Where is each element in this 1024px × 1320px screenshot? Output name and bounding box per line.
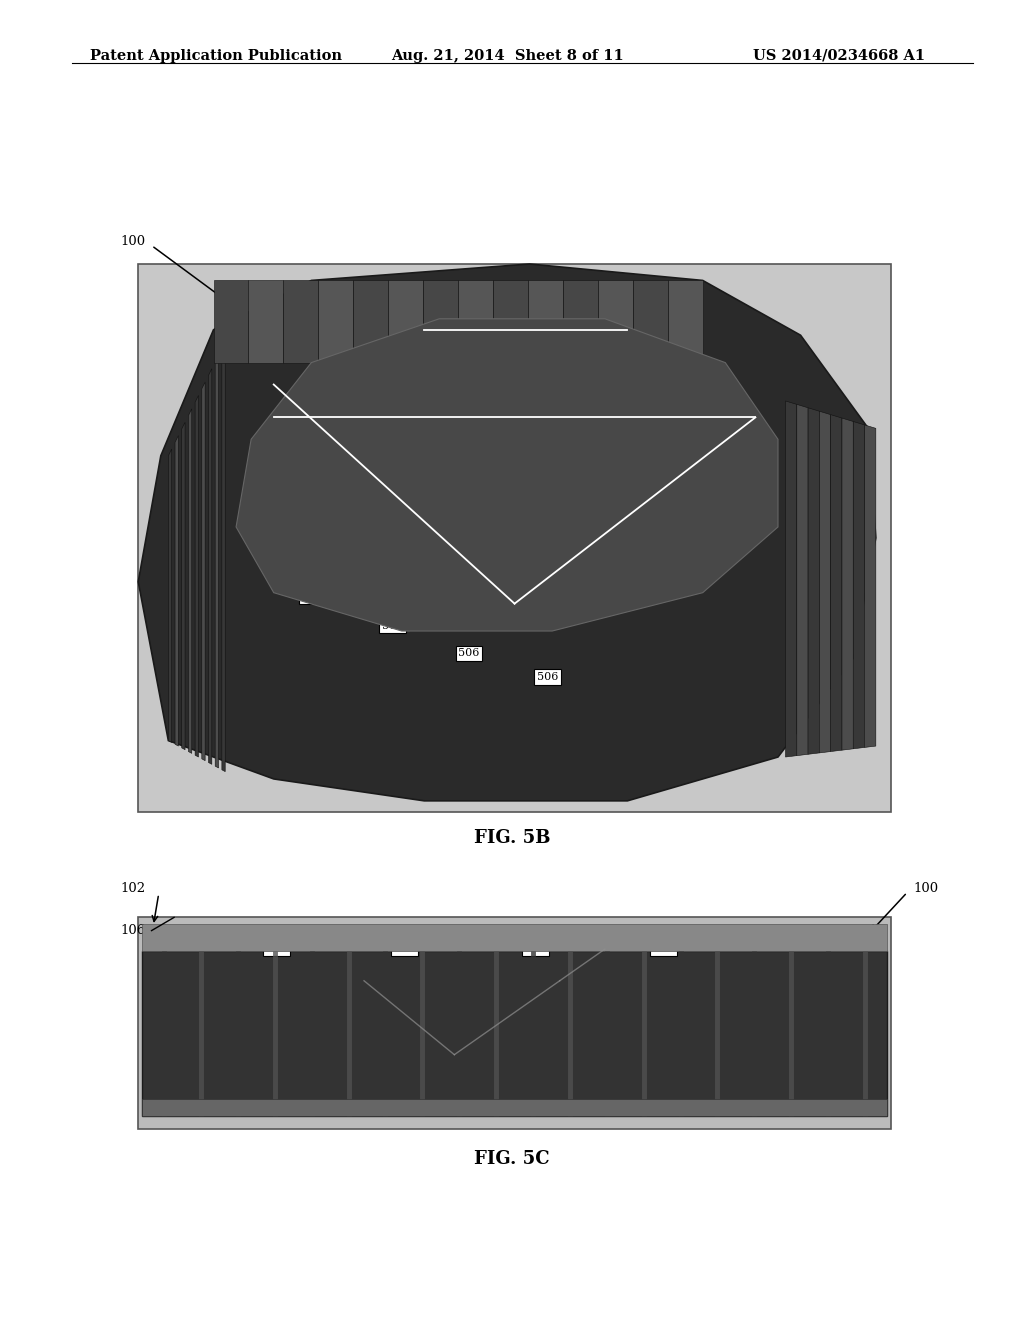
Polygon shape xyxy=(284,280,318,363)
Polygon shape xyxy=(458,280,494,363)
Text: FIG. 5C: FIG. 5C xyxy=(474,1150,550,1168)
Polygon shape xyxy=(222,342,225,772)
Polygon shape xyxy=(668,280,702,363)
Polygon shape xyxy=(188,409,191,754)
Polygon shape xyxy=(202,381,205,760)
Text: 506: 506 xyxy=(394,942,415,953)
Polygon shape xyxy=(423,280,458,363)
Text: 100: 100 xyxy=(913,882,939,895)
Text: 506: 506 xyxy=(459,648,479,659)
Polygon shape xyxy=(214,280,249,363)
Polygon shape xyxy=(175,436,178,746)
Text: 506: 506 xyxy=(266,942,287,953)
Polygon shape xyxy=(196,396,199,758)
Polygon shape xyxy=(842,418,853,750)
Polygon shape xyxy=(181,422,185,750)
Text: 106: 106 xyxy=(121,924,146,937)
Text: Aug. 21, 2014  Sheet 8 of 11: Aug. 21, 2014 Sheet 8 of 11 xyxy=(391,49,624,63)
Bar xyxy=(138,264,891,812)
Polygon shape xyxy=(249,280,284,363)
Polygon shape xyxy=(528,280,563,363)
Polygon shape xyxy=(819,412,830,752)
Polygon shape xyxy=(168,449,172,742)
Text: 506: 506 xyxy=(302,591,323,602)
Polygon shape xyxy=(388,280,423,363)
Polygon shape xyxy=(353,280,388,363)
Polygon shape xyxy=(864,425,876,747)
Text: Patent Application Publication: Patent Application Publication xyxy=(90,49,342,63)
Polygon shape xyxy=(633,280,668,363)
Bar xyxy=(142,1100,887,1115)
Text: 102: 102 xyxy=(121,882,146,895)
Text: 506: 506 xyxy=(538,672,558,682)
Polygon shape xyxy=(494,280,528,363)
Polygon shape xyxy=(209,368,212,764)
Polygon shape xyxy=(563,280,598,363)
Polygon shape xyxy=(785,401,797,758)
Polygon shape xyxy=(853,421,864,748)
Polygon shape xyxy=(138,264,876,801)
Polygon shape xyxy=(318,280,353,363)
Polygon shape xyxy=(808,408,819,754)
Polygon shape xyxy=(237,319,778,631)
Polygon shape xyxy=(797,404,808,755)
Bar xyxy=(142,924,887,952)
Bar xyxy=(142,952,887,1115)
Text: 506: 506 xyxy=(382,620,402,631)
Text: 506: 506 xyxy=(525,942,546,953)
Text: US 2014/0234668 A1: US 2014/0234668 A1 xyxy=(753,49,925,63)
Text: 100: 100 xyxy=(121,235,146,248)
Text: FIG. 5B: FIG. 5B xyxy=(474,829,550,847)
Text: 506: 506 xyxy=(653,942,674,953)
Bar xyxy=(138,917,891,1129)
Polygon shape xyxy=(830,414,842,751)
Polygon shape xyxy=(598,280,633,363)
Polygon shape xyxy=(215,355,218,768)
